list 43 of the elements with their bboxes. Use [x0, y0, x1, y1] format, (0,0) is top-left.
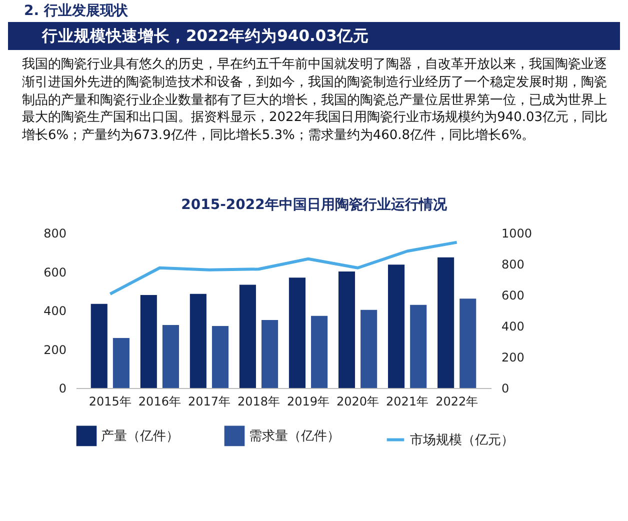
bar — [162, 325, 180, 388]
bar — [388, 264, 405, 388]
x-tick-label: 2022年 — [436, 394, 478, 408]
bar — [239, 284, 256, 388]
x-tick-label: 2015年 — [88, 394, 132, 408]
text: 2. 行业发展现状 — [24, 2, 128, 20]
bar — [90, 304, 108, 388]
legend-label: 市场规模（亿元） — [410, 432, 514, 448]
bar — [410, 304, 427, 388]
x-tick-label: 2019年 — [286, 394, 330, 408]
x-tick-label: 2021年 — [386, 394, 429, 408]
bar — [288, 278, 306, 388]
y2-tick-label: 1000 — [502, 226, 532, 240]
line-series — [108, 240, 458, 296]
bar — [112, 338, 130, 388]
bar — [360, 310, 378, 388]
bar — [190, 294, 206, 388]
y2-tick-label: 400 — [502, 320, 524, 334]
x-tick-label: 2017年 — [188, 394, 230, 408]
bar — [140, 295, 157, 388]
x-tick-label: 2018年 — [237, 394, 280, 408]
y2-tick-label: 0 — [502, 382, 510, 396]
y-tick-label: 600 — [44, 265, 66, 280]
y2-tick-label: 800 — [502, 258, 524, 272]
text: 我国的陶瓷行业具有悠久的历史，早在约五千年前中国就发明了陶器，自改革开放以来，我国陶瓷业逐渐引进国外先进的陶瓷制造技术和设备，到如今，我国的陶瓷制造行业经历了一个稳定发展时期，陶瓷制品的产量和陶瓷行业企业数量都有了巨大的增长，我国的陶瓷总产量位居世界第一位，已成为世界上最大的陶瓷生产国和出口国。据资料显示，2022年我国日用陶瓷行业市场规模约为940.03亿元，同比增长6%；产量约为673.9亿件，同比增长5.3%；需求量约为460.8亿件，同比增长6%。 — [22, 56, 609, 145]
y2-tick-label: 600 — [502, 288, 524, 302]
y-tick-label: 0 — [58, 382, 66, 396]
text: 行业规模快速增长，2022年约为940.03亿元 — [8, 22, 620, 50]
bar — [338, 272, 356, 388]
chart-title: 2015-2022年中国日用陶瓷行业运行情况 — [180, 196, 448, 214]
bar — [262, 320, 278, 388]
bar — [212, 326, 229, 388]
bar — [311, 316, 328, 388]
legend-label: 产量（亿件） — [101, 428, 179, 444]
bar — [460, 298, 476, 388]
legend-label: 需求量（亿件） — [249, 428, 340, 444]
bar — [438, 257, 454, 388]
y-tick-label: 800 — [44, 226, 66, 240]
x-tick-label: 2020年 — [336, 394, 380, 408]
x-tick-label: 2016年 — [138, 394, 181, 408]
y-tick-label: 200 — [44, 342, 66, 357]
y2-tick-label: 200 — [502, 350, 524, 364]
y-tick-label: 400 — [44, 304, 66, 318]
